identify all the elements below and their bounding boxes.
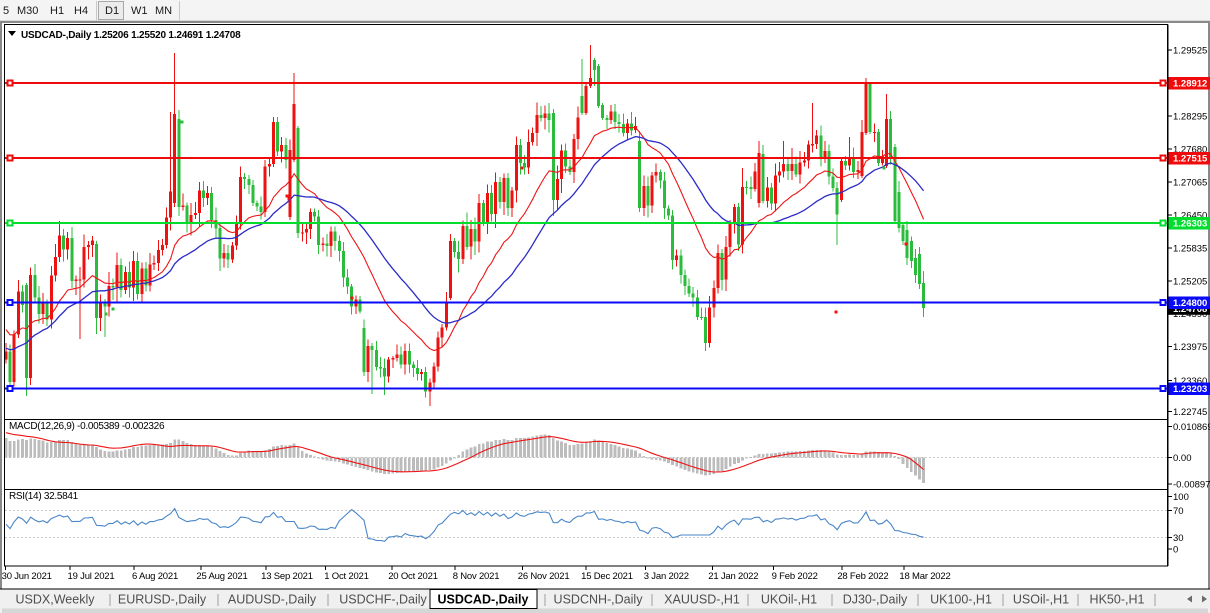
svg-text:1.23975: 1.23975 xyxy=(1173,342,1207,353)
svg-text:RSI(14) 32.5841: RSI(14) 32.5841 xyxy=(9,491,79,502)
svg-text:1.25835: 1.25835 xyxy=(1173,243,1207,254)
svg-text:D1: D1 xyxy=(105,5,119,17)
svg-text:3 Jan 2022: 3 Jan 2022 xyxy=(644,571,689,582)
svg-text:1.23360: 1.23360 xyxy=(1173,376,1207,387)
svg-text:|: | xyxy=(916,593,919,607)
svg-text:13 Sep 2021: 13 Sep 2021 xyxy=(261,571,313,582)
svg-text:MACD(12,26,9) -0.005389 -0.002: MACD(12,26,9) -0.005389 -0.002326 xyxy=(9,421,165,432)
svg-text:|: | xyxy=(216,593,219,607)
svg-text:USOil-,H1: USOil-,H1 xyxy=(1013,593,1069,607)
svg-text:HK50-,H1: HK50-,H1 xyxy=(1090,593,1145,607)
svg-text:0: 0 xyxy=(1173,545,1178,556)
svg-text:70: 70 xyxy=(1173,506,1184,517)
svg-text:H4: H4 xyxy=(74,5,88,17)
svg-text:25 Aug 2021: 25 Aug 2021 xyxy=(196,571,247,582)
svg-text:|: | xyxy=(1076,593,1079,607)
svg-text:USDCHF-,Daily: USDCHF-,Daily xyxy=(339,593,427,607)
svg-text:H1: H1 xyxy=(50,5,64,17)
svg-text:5: 5 xyxy=(3,5,9,17)
svg-text:1.24800: 1.24800 xyxy=(1173,298,1207,309)
svg-text:1.26303: 1.26303 xyxy=(1173,219,1207,230)
svg-text:USDCAD-,Daily 1.25206 1.25520: USDCAD-,Daily 1.25206 1.25520 1.24691 1.… xyxy=(21,30,241,41)
svg-text:|: | xyxy=(543,593,546,607)
svg-text:MN: MN xyxy=(155,5,172,17)
svg-text:0.00: 0.00 xyxy=(1173,453,1192,464)
svg-text:0.010869: 0.010869 xyxy=(1173,422,1210,433)
svg-text:19 Jul 2021: 19 Jul 2021 xyxy=(68,571,115,582)
svg-text:USDX,Weekly: USDX,Weekly xyxy=(16,593,96,607)
svg-text:|: | xyxy=(650,593,653,607)
svg-text:DJ30-,Daily: DJ30-,Daily xyxy=(843,593,908,607)
svg-text:15 Dec 2021: 15 Dec 2021 xyxy=(581,571,633,582)
svg-text:18 Mar 2022: 18 Mar 2022 xyxy=(899,571,950,582)
svg-text:1.23203: 1.23203 xyxy=(1173,384,1207,395)
svg-text:1.27065: 1.27065 xyxy=(1173,178,1207,189)
svg-text:XAUUSD-,H1: XAUUSD-,H1 xyxy=(664,593,740,607)
svg-text:1.26450: 1.26450 xyxy=(1173,211,1207,222)
svg-text:1.29525: 1.29525 xyxy=(1173,46,1207,57)
svg-text:1.28912: 1.28912 xyxy=(1173,79,1207,90)
svg-text:USDCAD-,Daily: USDCAD-,Daily xyxy=(438,593,529,607)
svg-text:M30: M30 xyxy=(17,5,38,17)
svg-text:|: | xyxy=(1001,593,1004,607)
svg-text:UK100-,H1: UK100-,H1 xyxy=(930,593,992,607)
svg-text:|: | xyxy=(326,593,329,607)
svg-text:1.25205: 1.25205 xyxy=(1173,276,1207,287)
svg-text:-0.008974: -0.008974 xyxy=(1173,480,1210,491)
svg-text:|: | xyxy=(108,593,111,607)
svg-text:26 Nov 2021: 26 Nov 2021 xyxy=(518,571,570,582)
svg-text:21 Jan 2022: 21 Jan 2022 xyxy=(708,571,758,582)
svg-text:30: 30 xyxy=(1173,533,1184,544)
svg-text:W1: W1 xyxy=(131,5,148,17)
svg-text:20 Oct 2021: 20 Oct 2021 xyxy=(388,571,438,582)
svg-text:1.22745: 1.22745 xyxy=(1173,407,1207,418)
svg-text:8 Nov 2021: 8 Nov 2021 xyxy=(453,571,500,582)
svg-text:|: | xyxy=(1153,593,1156,607)
svg-text:AUDUSD-,Daily: AUDUSD-,Daily xyxy=(228,593,317,607)
svg-text:EURUSD-,Daily: EURUSD-,Daily xyxy=(118,593,207,607)
svg-text:6 Aug 2021: 6 Aug 2021 xyxy=(132,571,178,582)
svg-text:1.24708: 1.24708 xyxy=(1173,304,1207,315)
svg-text:USDCNH-,Daily: USDCNH-,Daily xyxy=(554,593,644,607)
svg-text:28 Feb 2022: 28 Feb 2022 xyxy=(837,571,888,582)
svg-text:1.27515: 1.27515 xyxy=(1173,154,1208,165)
svg-text:100: 100 xyxy=(1173,492,1189,503)
svg-text:UKOil-,H1: UKOil-,H1 xyxy=(761,593,817,607)
svg-text:1 Oct 2021: 1 Oct 2021 xyxy=(324,571,368,582)
svg-text:30 Jun 2021: 30 Jun 2021 xyxy=(2,571,52,582)
svg-text:|: | xyxy=(746,593,749,607)
svg-text:9 Feb 2022: 9 Feb 2022 xyxy=(772,571,818,582)
svg-text:|: | xyxy=(830,593,833,607)
svg-text:1.27680: 1.27680 xyxy=(1173,145,1207,156)
svg-text:1.28295: 1.28295 xyxy=(1173,112,1207,123)
